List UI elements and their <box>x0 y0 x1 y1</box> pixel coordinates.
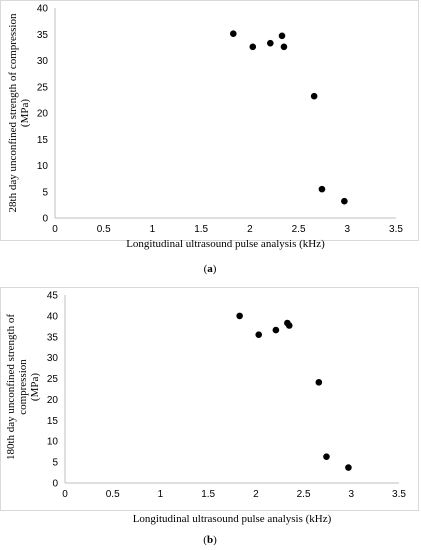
y-axis-title-line: 180th day unconfined strength of <box>5 314 17 460</box>
x-tick-label: 2.5 <box>297 489 311 500</box>
chart-a: 0 0.5 1 1.5 2 2.5 3 3.5 0 5 10 15 20 25 30 35 40 Longitud… <box>0 0 419 250</box>
y-axis-title-line: compression <box>17 359 29 415</box>
data-point <box>280 43 288 51</box>
chart-b: 0 0.5 1 1.5 2 2.5 3 3.5 0 5 10 15 20 25 30 35 40 45 Longit… <box>0 287 419 525</box>
y-tick-label: 10 <box>37 161 49 172</box>
y-tick-label: 30 <box>47 353 59 364</box>
y-tick-label: 10 <box>47 437 59 448</box>
chart-frame <box>0 287 419 511</box>
x-tick-label: 0.5 <box>97 224 111 235</box>
y-tick-label: 25 <box>37 82 49 93</box>
x-tick-label: 0 <box>62 489 68 500</box>
y-tick-label: 40 <box>37 4 49 15</box>
data-point <box>318 185 326 193</box>
y-tick-label: 25 <box>47 374 59 385</box>
x-tick-label: 2 <box>253 489 259 500</box>
x-tick-label: 1 <box>150 224 156 235</box>
x-axis-title: Longitudinal ultrasound pulse analysis (… <box>126 238 325 250</box>
data-point <box>341 197 348 205</box>
figure-caption: (a) <box>204 263 217 275</box>
x-tick-label: 3 <box>349 489 355 500</box>
y-tick-label: 40 <box>47 311 59 322</box>
data-point <box>345 464 352 471</box>
y-tick-label: 35 <box>37 30 49 41</box>
x-tick-label: 0.5 <box>106 489 120 500</box>
figure-caption: (b) <box>203 534 217 546</box>
data-point <box>255 331 263 338</box>
y-axis-title-line: 28th day unconfined strength of compress… <box>7 13 19 212</box>
y-tick-label: 45 <box>47 291 59 302</box>
x-tick-label: 1.5 <box>201 489 215 500</box>
y-tick-label: 5 <box>42 187 48 198</box>
y-tick-label: 5 <box>52 458 58 469</box>
y-tick-label: 35 <box>47 332 59 343</box>
x-tick-label: 1.5 <box>194 224 208 235</box>
data-point <box>323 453 330 460</box>
y-tick-label: 30 <box>37 56 49 67</box>
y-tick-label: 15 <box>37 135 49 146</box>
x-axis-title: Longitudinal ultrasound pulse analysis (… <box>133 513 332 525</box>
data-point <box>249 43 257 51</box>
x-tick-label: 3 <box>345 224 351 235</box>
x-tick-label: 2 <box>247 224 253 235</box>
data-point <box>229 30 237 38</box>
y-tick-label: 0 <box>42 214 48 225</box>
y-tick-label: 0 <box>52 479 58 490</box>
data-point <box>315 379 323 386</box>
data-point <box>267 39 274 47</box>
data-point <box>272 326 280 334</box>
data-point <box>236 312 243 320</box>
x-tick-label: 3.5 <box>389 224 403 235</box>
y-tick-label: 20 <box>47 395 59 406</box>
y-tick-label: 20 <box>37 109 49 120</box>
y-tick-label: 15 <box>47 416 59 427</box>
x-tick-label: 2.5 <box>292 224 306 235</box>
x-tick-label: 0 <box>52 224 58 235</box>
y-axis-title-line: (MPa) <box>19 99 31 127</box>
x-tick-label: 3.5 <box>392 489 406 500</box>
data-point <box>310 92 318 100</box>
chart-frame <box>0 0 419 241</box>
x-tick-label: 1 <box>158 489 164 500</box>
data-point <box>278 32 286 40</box>
y-axis-title-line: (MPa) <box>29 373 41 401</box>
data-point <box>285 322 293 329</box>
